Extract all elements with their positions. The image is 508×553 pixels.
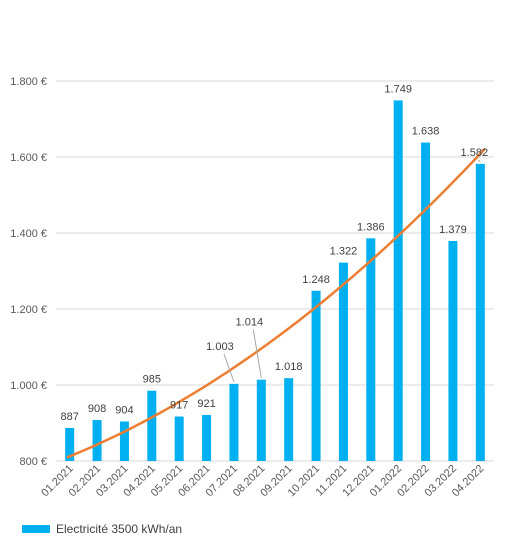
bar (311, 290, 321, 461)
leader-line (252, 329, 262, 378)
bar (174, 416, 184, 461)
data-label: 1.638 (412, 126, 440, 138)
bar (202, 415, 212, 461)
data-label: 1.322 (330, 246, 358, 258)
y-tick-label: 1.600 € (10, 152, 47, 164)
bar (119, 421, 129, 461)
data-label: 1.379 (439, 224, 467, 236)
data-label: 1.386 (357, 221, 385, 233)
bar (366, 238, 376, 461)
gridlines (56, 80, 494, 462)
y-tick-label: 1.000 € (10, 380, 47, 392)
trendline-path (66, 148, 486, 459)
data-label: 1.003 (206, 341, 234, 353)
leader-line (223, 353, 235, 383)
legend-swatch (22, 525, 50, 533)
data-label: 887 (61, 411, 79, 423)
bar (338, 262, 348, 461)
bar (92, 419, 102, 461)
bar (393, 100, 403, 461)
trendline (66, 148, 486, 459)
data-label: 908 (88, 403, 106, 415)
data-label: 1.582 (461, 147, 489, 159)
y-axis: 800 € 1.000 € 1.200 € 1.400 € 1.600 € 1.800 € (10, 76, 47, 468)
bar (475, 163, 485, 461)
data-label: 1.018 (275, 361, 303, 373)
y-tick-label: 1.200 € (10, 304, 47, 316)
data-label: 1.248 (302, 274, 330, 286)
data-label: 1.014 (236, 317, 264, 329)
data-label: 985 (143, 374, 161, 386)
legend: Electricité 3500 kWh/an (22, 522, 182, 536)
data-label: 1.749 (384, 83, 412, 95)
y-tick-label: 1.400 € (10, 228, 47, 240)
bars (65, 100, 485, 461)
bar (448, 240, 458, 461)
bar (284, 378, 294, 461)
bar (65, 427, 75, 461)
bar (256, 379, 266, 461)
data-label: 904 (115, 404, 133, 416)
data-label: 921 (197, 398, 215, 410)
legend-label: Electricité 3500 kWh/an (56, 522, 183, 536)
bar (229, 383, 239, 461)
bar (421, 142, 431, 461)
data-label: 917 (170, 400, 188, 412)
bar (147, 390, 157, 461)
y-tick-label: 800 € (19, 456, 47, 468)
leader-line (477, 159, 481, 163)
y-tick-label: 1.800 € (10, 76, 47, 88)
x-axis: 01.202102.202103.202104.202105.202106.20… (39, 463, 486, 500)
